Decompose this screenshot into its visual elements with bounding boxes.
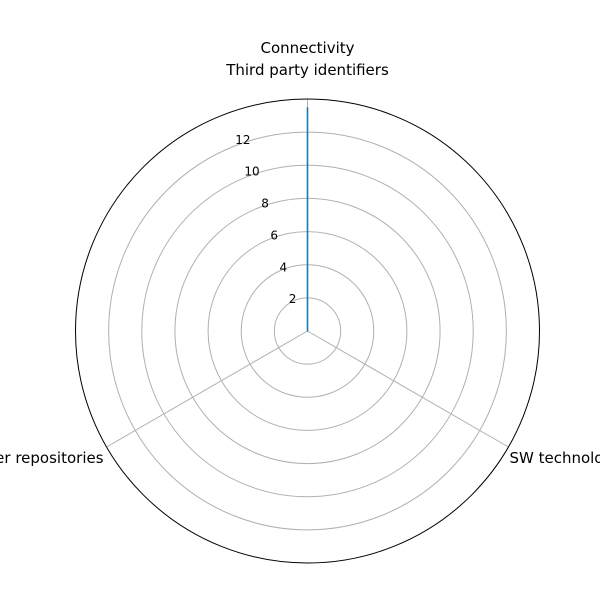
spoke-2 [106,330,308,448]
axis-label-line: SW technologies [509,449,600,467]
outer-ring [75,98,540,564]
axis-label-2: Links to other repositories [0,449,104,467]
radial-tick-label: 10 [244,165,259,179]
axis-label-line: Third party identifiers [225,61,389,79]
axis-label-line: Connectivity [261,39,355,57]
radial-tick-label: 6 [270,228,278,242]
spoke-1 [307,330,509,448]
radial-tick-label: 4 [280,260,288,274]
axis-label-0: Connectivity Third party identifiers [225,39,389,79]
radial-tick-label: 2 [289,292,297,306]
axis-label-line: Links to other repositories [0,449,104,467]
radial-tick-label: 8 [261,197,269,211]
radial-tick-label: 12 [235,133,250,147]
axis-label-1: SW technologies [509,449,600,467]
